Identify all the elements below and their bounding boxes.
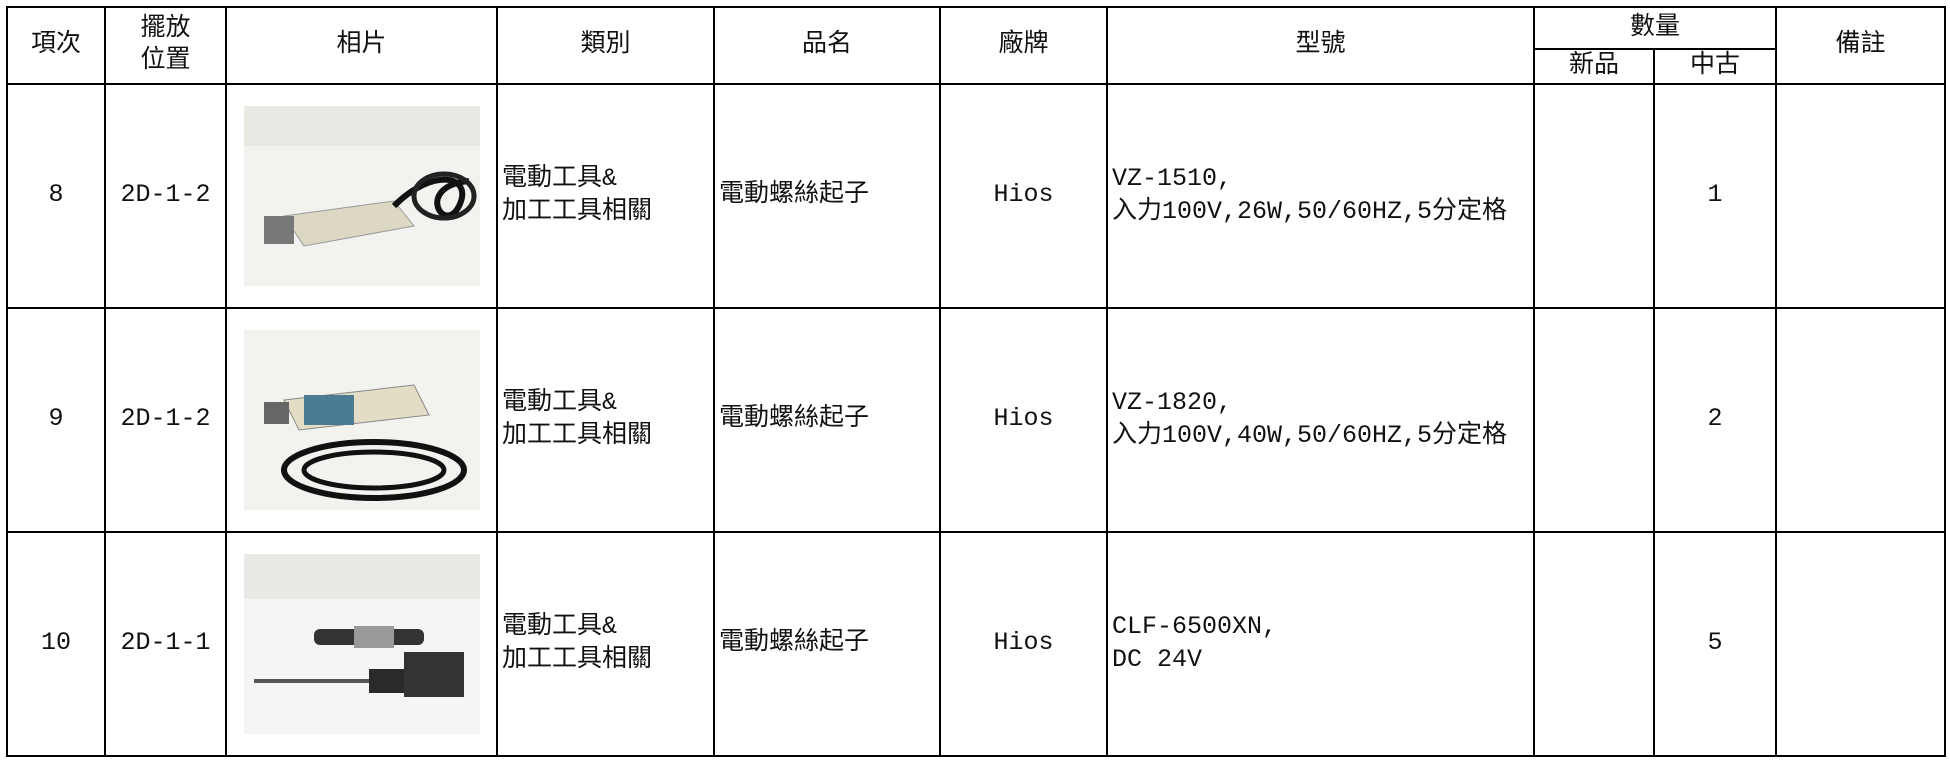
header-cell: 項次	[6, 6, 106, 85]
header-cell: 廠牌	[939, 6, 1108, 85]
used-quantity: 2	[1653, 306, 1777, 533]
category-line: 電動工具&	[502, 164, 618, 193]
photo	[243, 105, 480, 286]
location: 2D-1-2	[104, 306, 227, 533]
table-row: 8 2D-1-2 電動工具& 加工工具相關 電動螺絲起子 Hios VZ-1510, 入力10…	[6, 82, 1946, 309]
model: CLF-6500XN, DC 24V	[1106, 530, 1535, 757]
used-quantity: 1	[1653, 82, 1777, 309]
table-body: 8 2D-1-2 電動工具& 加工工具相關 電動螺絲起子 Hios VZ-1510, 入力10…	[6, 82, 1946, 757]
model: VZ-1820, 入力100V,40W,50/60HZ,5分定格	[1106, 306, 1535, 533]
header-cell: 相片	[225, 6, 498, 85]
header-cell: 型號	[1106, 6, 1535, 85]
header-line: 擺放	[140, 13, 191, 43]
header-cell: 新品	[1533, 48, 1655, 85]
model-line: 入力100V,26W,50/60HZ,5分定格	[1112, 196, 1508, 226]
table-row: 10 2D-1-1 電動工具& 加工工具相關 電動螺絲起子 Hios CLF-6500XN,…	[6, 530, 1946, 757]
header-cell: 類別	[496, 6, 715, 85]
photo-cell	[225, 306, 498, 533]
new-quantity	[1533, 306, 1655, 533]
photo-cell	[225, 82, 498, 309]
brand: Hios	[939, 306, 1108, 533]
category: 電動工具& 加工工具相關	[496, 82, 715, 309]
remark	[1775, 530, 1946, 757]
photo-cell	[225, 530, 498, 757]
category-line: 加工工具相關	[502, 644, 653, 674]
remark	[1775, 306, 1946, 533]
header-cell: 品名	[713, 6, 941, 85]
photo	[243, 329, 480, 510]
location: 2D-1-2	[104, 82, 227, 309]
category: 電動工具& 加工工具相關	[496, 306, 715, 533]
item-number: 9	[6, 306, 106, 533]
brand: Hios	[939, 530, 1108, 757]
category: 電動工具& 加工工具相關	[496, 530, 715, 757]
new-quantity	[1533, 530, 1655, 757]
model: VZ-1510, 入力100V,26W,50/60HZ,5分定格	[1106, 82, 1535, 309]
header-cell: 備註	[1775, 6, 1946, 85]
header-cell: 中古	[1653, 48, 1777, 85]
brand: Hios	[939, 82, 1108, 309]
header-line: 位置	[140, 46, 191, 76]
category-line: 加工工具相關	[502, 420, 653, 450]
table-row: 9 2D-1-2 電動工具& 加工工具相關 電動螺絲起子 Hios VZ-1820, 入力10…	[6, 306, 1946, 533]
inventory-table: 項次 擺放 位置 相片 類別 品名 廠牌 型號 數量 備註 新品 中古 8 2D-1…	[6, 6, 1946, 757]
product-name: 電動螺絲起子	[713, 82, 941, 309]
item-number: 10	[6, 530, 106, 757]
product-name: 電動螺絲起子	[713, 530, 941, 757]
model-line: CLF-6500XN,	[1112, 612, 1278, 641]
category-line: 電動工具&	[502, 612, 618, 641]
category-line: 加工工具相關	[502, 196, 653, 226]
header-cell: 數量	[1533, 6, 1777, 50]
photo	[243, 553, 480, 734]
model-line: VZ-1820,	[1112, 388, 1233, 417]
model-line: DC 24V	[1112, 644, 1203, 674]
product-name: 電動螺絲起子	[713, 306, 941, 533]
category-line: 電動工具&	[502, 388, 618, 417]
used-quantity: 5	[1653, 530, 1777, 757]
model-line: 入力100V,40W,50/60HZ,5分定格	[1112, 420, 1508, 450]
item-number: 8	[6, 82, 106, 309]
remark	[1775, 82, 1946, 309]
header-cell: 擺放 位置	[104, 6, 227, 85]
new-quantity	[1533, 82, 1655, 309]
location: 2D-1-1	[104, 530, 227, 757]
model-line: VZ-1510,	[1112, 164, 1233, 193]
